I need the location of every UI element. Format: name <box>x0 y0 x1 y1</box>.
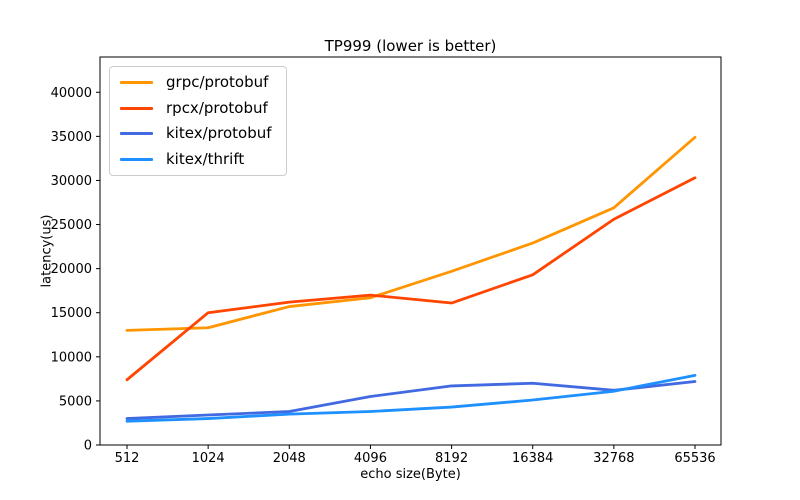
x-axis-label: echo size(Byte) <box>360 467 461 482</box>
x-tick-label: 16384 <box>512 451 553 466</box>
x-tick-label: 8192 <box>435 451 468 466</box>
y-tick-label: 0 <box>84 439 92 454</box>
y-tick-label: 25000 <box>51 218 92 233</box>
legend-label-grpc-protobuf: grpc/protobuf <box>166 73 269 92</box>
x-tick-label: 512 <box>115 451 140 466</box>
legend-item-kitex-thrift: kitex/thrift <box>110 149 286 168</box>
y-tick-label: 35000 <box>51 130 92 145</box>
series-line-grpc-protobuf <box>125 135 697 332</box>
x-tick-label: 1024 <box>192 451 225 466</box>
x-tick-label: 4096 <box>354 451 387 466</box>
legend: grpc/protobuf rpcx/protobuf kitex/protobuf… <box>109 66 287 176</box>
legend-swatch-rpcx-protobuf <box>120 106 153 110</box>
y-tick-label: 40000 <box>51 86 92 101</box>
x-tick-label: 32768 <box>593 451 634 466</box>
legend-item-kitex-protobuf: kitex/protobuf <box>110 126 286 141</box>
plot-frame <box>99 56 722 446</box>
legend-item-rpcx-protobuf: rpcx/protobuf <box>110 98 286 117</box>
series-line-kitex-protobuf <box>125 380 697 420</box>
x-tick-label: 65536 <box>674 451 715 466</box>
legend-label-kitex-protobuf: kitex/protobuf <box>166 124 272 143</box>
legend-swatch-grpc-protobuf <box>120 81 153 85</box>
legend-label-rpcx-protobuf: rpcx/protobuf <box>166 98 268 117</box>
y-tick-label: 10000 <box>51 350 92 365</box>
series-line-kitex-thrift <box>125 373 697 423</box>
series-line-rpcx-protobuf <box>125 176 697 382</box>
y-tick-label: 5000 <box>59 394 92 409</box>
legend-item-grpc-protobuf: grpc/protobuf <box>110 75 286 90</box>
legend-swatch-kitex-protobuf <box>120 132 153 136</box>
legend-label-kitex-thrift: kitex/thrift <box>166 149 245 168</box>
legend-swatch-kitex-thrift <box>120 157 153 161</box>
y-tick-label: 20000 <box>51 262 92 277</box>
y-tick-label: 30000 <box>51 174 92 189</box>
y-tick-label: 15000 <box>51 306 92 321</box>
x-tick-label: 2048 <box>273 451 306 466</box>
chart-title: TP999 (lower is better) <box>324 37 497 55</box>
